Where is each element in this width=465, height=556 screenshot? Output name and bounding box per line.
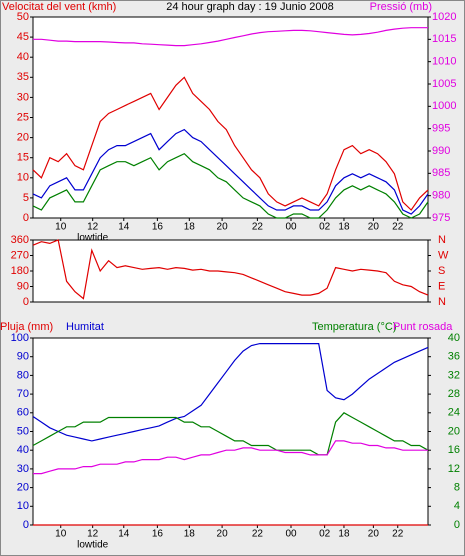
series-line — [32, 239, 429, 300]
y-tick-label: 5 — [23, 192, 29, 204]
y2-tick-label: E — [438, 280, 445, 292]
y-tick-label: 10 — [17, 500, 29, 512]
y-tick-label: 40 — [17, 51, 29, 63]
panel-title: Pluja (mm) — [0, 321, 53, 333]
y-tick-label: 100 — [11, 332, 29, 344]
y2-tick-label: 995 — [432, 123, 450, 135]
y-tick-label: 360 — [11, 234, 29, 246]
y-tick-label: 50 — [17, 11, 29, 23]
plot-area — [32, 337, 429, 526]
y-tick-label: 40 — [17, 444, 29, 456]
x-tick-label: 22 — [252, 222, 264, 233]
panel-title: 24 hour graph day : 19 Junio 2008 — [166, 1, 334, 13]
series-line — [32, 128, 429, 215]
y-tick-label: 0 — [23, 212, 29, 224]
x-tick-label: 20 — [368, 529, 380, 540]
y2-tick-label: 24 — [448, 407, 460, 419]
x-tick-label: 12 — [87, 529, 99, 540]
y2-tick-label: 1015 — [432, 33, 456, 45]
y-tick-label: 20 — [17, 482, 29, 494]
x-tick-label: 14 — [118, 529, 130, 540]
series-line — [32, 152, 429, 219]
x-tick-label: 22 — [392, 222, 404, 233]
plot-area — [32, 16, 429, 219]
y2-tick-label: 1005 — [432, 78, 456, 90]
y2-tick-label: 16 — [448, 444, 460, 456]
series-line — [32, 412, 429, 456]
series-line — [33, 27, 428, 47]
y2-tick-label: 0 — [454, 519, 460, 531]
panel-title: Velocitat del vent (kmh) — [2, 1, 116, 13]
y-tick-label: 70 — [17, 388, 29, 400]
panel-title: Pressió (mb) — [370, 1, 432, 13]
y-tick-label: 180 — [11, 265, 29, 277]
y-tick-label: 20 — [17, 132, 29, 144]
y-tick-label: 15 — [17, 152, 29, 164]
y2-tick-label: 40 — [448, 332, 460, 344]
panel-title: Punt rosada — [393, 321, 453, 333]
y-tick-label: 30 — [17, 91, 29, 103]
x-tick-label: 20 — [217, 529, 229, 540]
x-tick-label: 10 — [55, 529, 67, 540]
x-tick-label: 20 — [368, 222, 380, 233]
y2-tick-label: N — [438, 296, 446, 308]
panel-title: Humitat — [66, 321, 104, 333]
x-tick-label: 18 — [184, 222, 196, 233]
y2-tick-label: 980 — [432, 190, 450, 202]
y-tick-label: 90 — [17, 280, 29, 292]
y-tick-label: 10 — [17, 172, 29, 184]
y-tick-label: 0 — [23, 519, 29, 531]
y2-tick-label: 8 — [454, 482, 460, 494]
x-tick-label: 02 — [319, 222, 331, 233]
x-tick-label: 12 — [87, 222, 99, 233]
annotation: lowtide — [77, 233, 109, 244]
x-tick-label: 02 — [319, 529, 331, 540]
x-tick-label: 00 — [285, 529, 297, 540]
series-line — [32, 343, 429, 442]
x-tick-label: 14 — [118, 222, 130, 233]
x-tick-label: 16 — [152, 222, 164, 233]
y2-tick-label: 1020 — [432, 11, 456, 23]
y2-tick-label: 4 — [454, 500, 460, 512]
y2-tick-label: 1000 — [432, 100, 456, 112]
y2-tick-label: 1010 — [432, 56, 456, 68]
panel-title: Temperatura (°C) — [312, 321, 396, 333]
x-tick-label: 18 — [338, 529, 350, 540]
series-line — [32, 76, 429, 211]
y-tick-label: 35 — [17, 71, 29, 83]
y2-tick-label: 36 — [448, 351, 460, 363]
x-tick-label: 16 — [152, 529, 164, 540]
x-tick-label: 18 — [338, 222, 350, 233]
x-tick-label: 22 — [392, 529, 404, 540]
x-tick-label: 10 — [55, 222, 67, 233]
y2-tick-label: 975 — [432, 212, 450, 224]
series-line — [33, 440, 428, 475]
y2-tick-label: 985 — [432, 167, 450, 179]
x-tick-label: 00 — [285, 222, 297, 233]
y-tick-label: 30 — [17, 463, 29, 475]
y2-tick-label: W — [438, 249, 449, 261]
y2-tick-label: 28 — [448, 388, 460, 400]
y-tick-label: 45 — [17, 31, 29, 43]
y-tick-label: 80 — [17, 369, 29, 381]
y-tick-label: 25 — [17, 111, 29, 123]
y2-tick-label: N — [438, 234, 446, 246]
y2-tick-label: S — [438, 265, 445, 277]
y-tick-label: 0 — [23, 296, 29, 308]
annotation: lowtide — [77, 540, 109, 551]
y2-tick-label: 990 — [432, 145, 450, 157]
y-tick-label: 50 — [17, 425, 29, 437]
y-tick-label: 270 — [11, 249, 29, 261]
x-tick-label: 22 — [252, 529, 264, 540]
plot-area — [32, 239, 429, 303]
y2-tick-label: 20 — [448, 425, 460, 437]
y-tick-label: 90 — [17, 351, 29, 363]
y-tick-label: 60 — [17, 407, 29, 419]
y2-tick-label: 32 — [448, 369, 460, 381]
y2-tick-label: 12 — [448, 463, 460, 475]
x-tick-label: 18 — [184, 529, 196, 540]
x-tick-label: 20 — [217, 222, 229, 233]
